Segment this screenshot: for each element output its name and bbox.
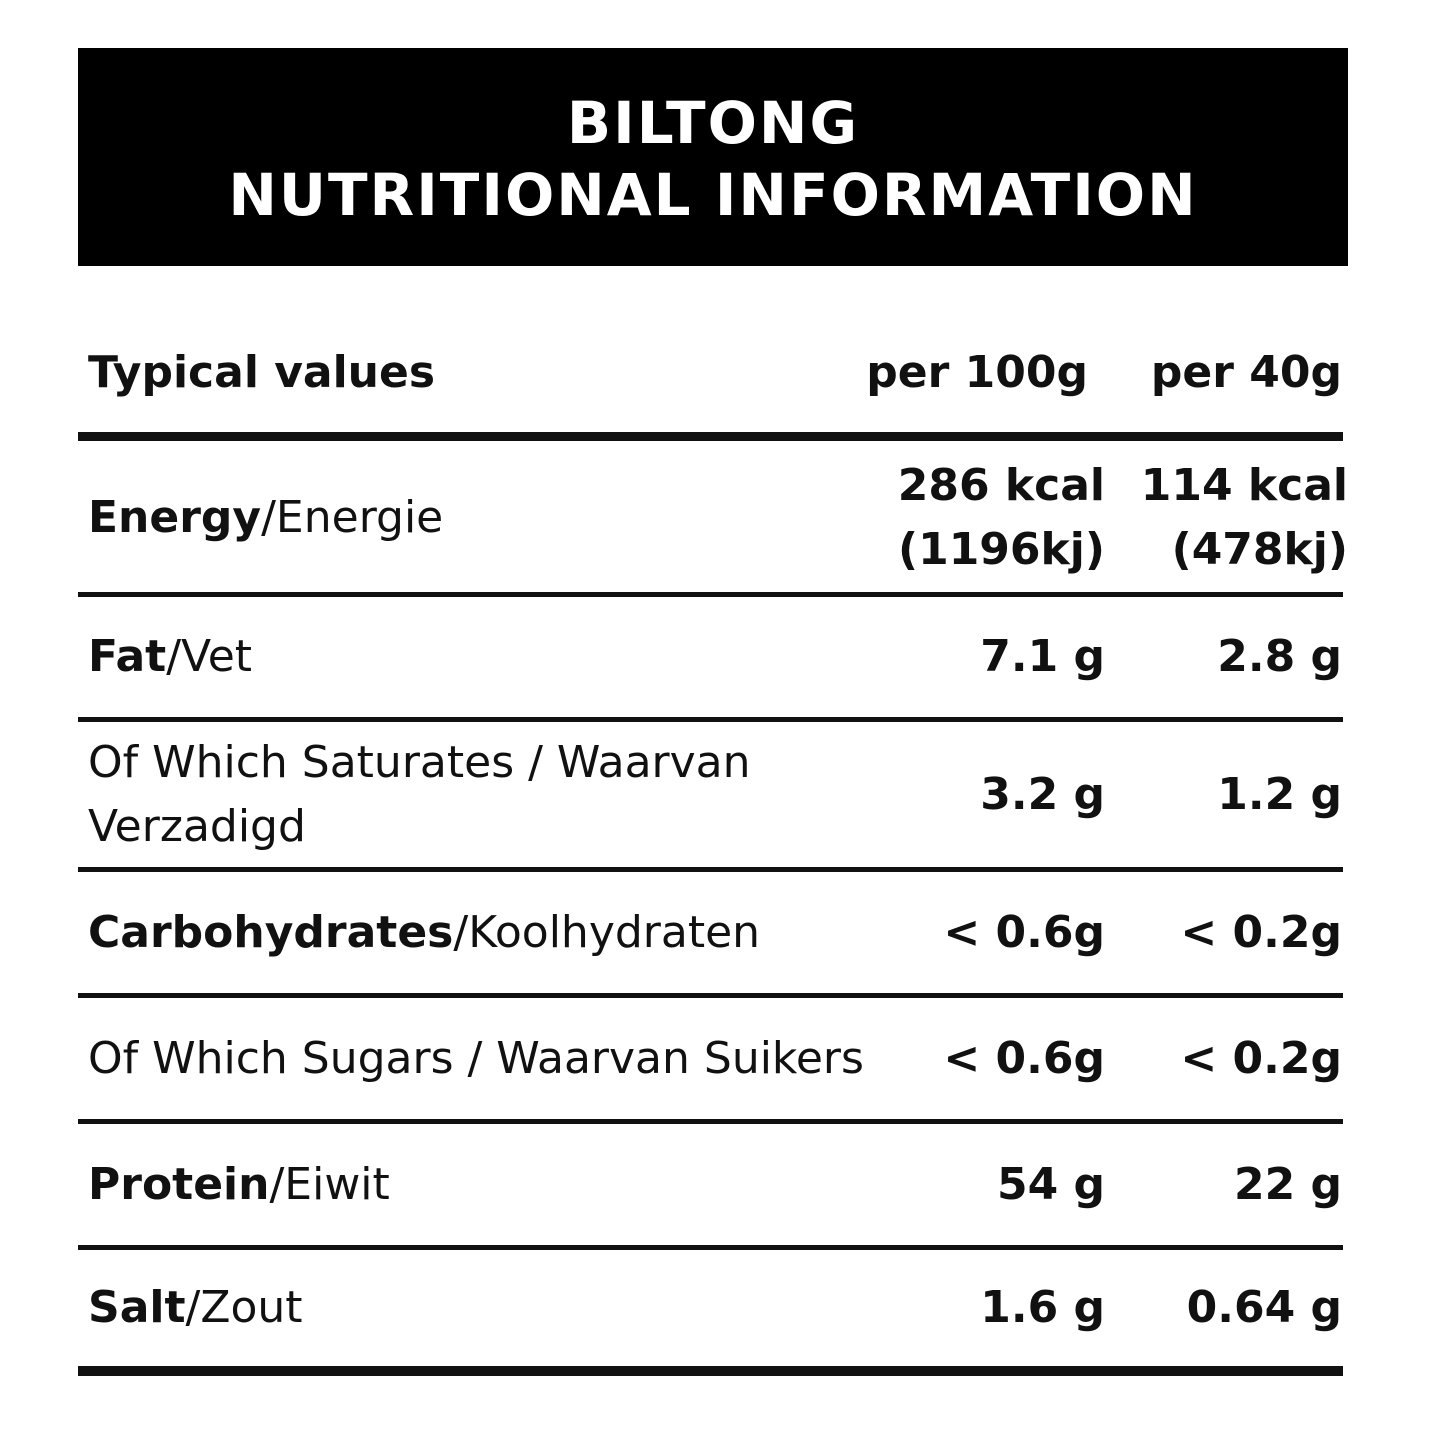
value-per-40g: 2.8 g <box>1217 631 1342 682</box>
value-per-40g: 22 g <box>1233 1158 1342 1210</box>
header-per-100g: per 100g <box>866 346 1088 398</box>
title-line-product: BILTONG <box>566 89 860 157</box>
label-dutch: /Koolhydraten <box>453 906 761 958</box>
header-divider <box>78 432 1343 441</box>
label-english: Fat <box>88 631 167 682</box>
label-english: Energy <box>88 492 262 543</box>
energy-kcal: 114 kcal <box>1140 460 1348 511</box>
row-divider <box>78 717 1343 722</box>
label-english: Salt <box>88 1282 186 1333</box>
value-per-40g: 1.2 g <box>1217 768 1342 820</box>
header-typical-values: Typical values <box>88 346 436 398</box>
table-row-saturates: Of Which Saturates / Waarvan Verzadigd 3… <box>78 722 1348 867</box>
value-per-40g: < 0.2g <box>1180 1032 1342 1084</box>
row-divider <box>78 867 1343 872</box>
row-label: Of Which Sugars / Waarvan Suikers <box>88 1032 864 1084</box>
table-bottom-divider <box>78 1366 1343 1376</box>
label-english: Protein <box>88 1158 270 1210</box>
value-per-100g: 286 kcal (1196kj) <box>898 444 1105 592</box>
title-line-subject: NUTRITIONAL INFORMATION <box>228 161 1198 229</box>
label-dutch: /Eiwit <box>269 1158 390 1210</box>
row-label: Fat/Vet <box>88 597 888 717</box>
value-per-100g: 1.6 g <box>980 1282 1105 1333</box>
energy-kcal: 286 kcal <box>897 460 1105 511</box>
table-row-carbohydrates: Carbohydrates/Koolhydraten < 0.6g < 0.2g <box>78 872 1348 993</box>
row-label: Of Which Saturates / Waarvan Verzadigd <box>88 722 888 867</box>
row-label: Salt/Zout <box>88 1250 888 1366</box>
header-per-40g: per 40g <box>1150 346 1342 398</box>
label-line: Of Which Saturates / Waarvan <box>88 736 751 788</box>
energy-kj: (1196kj) <box>897 524 1105 575</box>
value-per-100g: < 0.6g <box>943 906 1105 958</box>
label-english: Carbohydrates <box>88 906 454 958</box>
row-divider <box>78 993 1343 998</box>
value-per-40g: 114 kcal (478kj) <box>1141 444 1348 592</box>
value-per-100g: < 0.6g <box>943 1032 1105 1084</box>
label-dutch: /Energie <box>261 492 444 543</box>
table-row-protein: Protein/Eiwit 54 g 22 g <box>78 1124 1348 1245</box>
energy-kj: (478kj) <box>1171 524 1348 575</box>
row-divider <box>78 592 1343 597</box>
value-per-100g: 54 g <box>996 1158 1105 1210</box>
row-label: Carbohydrates/Koolhydraten <box>88 872 888 993</box>
row-label: Protein/Eiwit <box>88 1124 888 1245</box>
row-label: Energy/Energie <box>88 444 888 592</box>
table-row-salt: Salt/Zout 1.6 g 0.64 g <box>78 1250 1348 1366</box>
value-per-40g: < 0.2g <box>1180 906 1342 958</box>
row-divider <box>78 1245 1343 1250</box>
label-dutch: /Vet <box>166 631 253 682</box>
table-row-energy: Energy/Energie 286 kcal (1196kj) 114 kca… <box>78 444 1348 592</box>
row-divider <box>78 1119 1343 1124</box>
value-per-100g: 3.2 g <box>980 768 1105 820</box>
title-banner: BILTONG NUTRITIONAL INFORMATION <box>78 48 1348 266</box>
label-line: Verzadigd <box>88 800 306 852</box>
table-row-fat: Fat/Vet 7.1 g 2.8 g <box>78 597 1348 717</box>
table-row-sugars: Of Which Sugars / Waarvan Suikers < 0.6g… <box>78 998 1348 1119</box>
label-dutch: /Zout <box>185 1282 303 1333</box>
value-per-40g: 0.64 g <box>1186 1282 1342 1333</box>
value-per-100g: 7.1 g <box>980 631 1105 682</box>
